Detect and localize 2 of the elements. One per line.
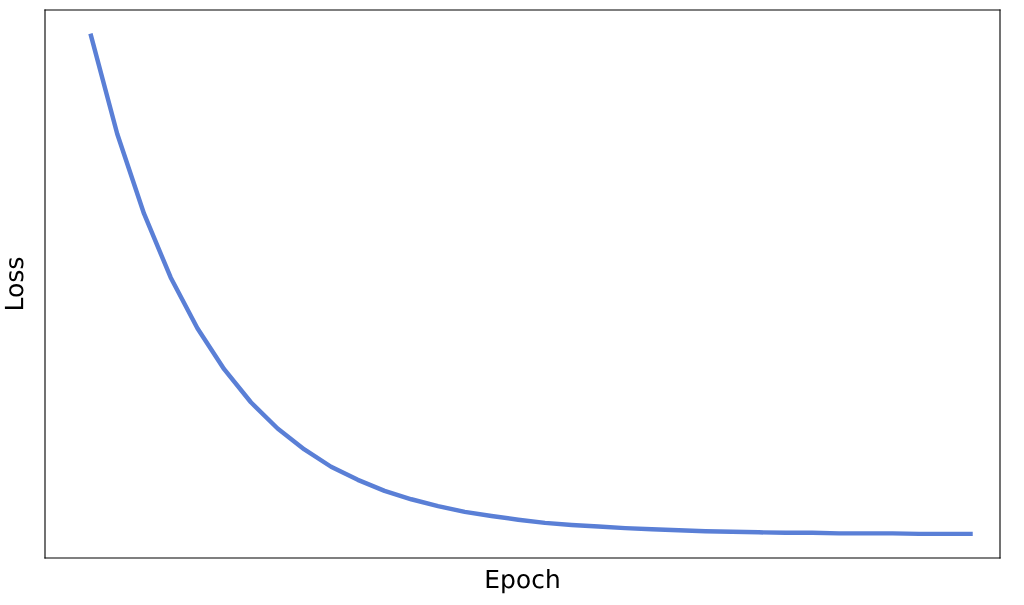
x-axis-title: Epoch [486, 569, 559, 594]
y-axis-title: Loss [4, 257, 24, 309]
